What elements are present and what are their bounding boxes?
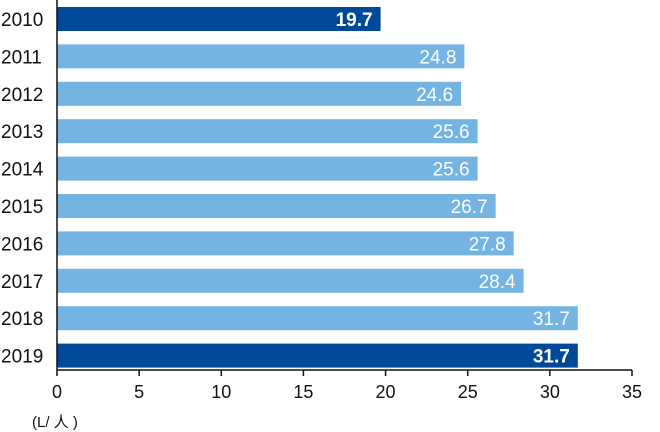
category-label-2014: 2014 xyxy=(1,160,44,181)
value-label-2011: 24.8 xyxy=(419,47,456,68)
x-tick-label-35: 35 xyxy=(622,382,642,402)
category-label-2018: 2018 xyxy=(1,309,43,330)
category-label-2019: 2019 xyxy=(1,347,43,368)
category-label-2015: 2015 xyxy=(1,197,43,218)
category-label-2013: 2013 xyxy=(1,122,43,143)
x-ticks-group: 0 5 10 15 20 25 30 35 xyxy=(52,370,642,402)
bar-2016 xyxy=(57,231,514,256)
x-tick-label-5: 5 xyxy=(134,382,144,402)
value-label-2016: 27.8 xyxy=(469,234,506,255)
value-label-2019: 31.7 xyxy=(533,347,570,368)
bar-2015 xyxy=(57,194,496,218)
value-labels-group: 19.7 24.8 24.6 25.6 25.6 26.7 27.8 28.4 31.7 31.7 xyxy=(336,10,570,368)
bar-2019 xyxy=(57,343,578,368)
category-label-2017: 2017 xyxy=(1,272,43,293)
category-labels-group: 2010 2011 2012 2013 2014 2015 2016 2017 2018 2019 xyxy=(1,10,44,368)
value-label-2013: 25.6 xyxy=(433,122,470,143)
bars-group xyxy=(57,7,578,368)
unit-label: (L/ 人 ) xyxy=(32,414,78,431)
bar-2018 xyxy=(57,306,578,331)
x-tick-label-30: 30 xyxy=(540,382,560,402)
bar-2010 xyxy=(57,7,381,31)
x-tick-label-25: 25 xyxy=(458,382,478,402)
category-label-2016: 2016 xyxy=(1,234,43,255)
bar-2017 xyxy=(57,268,524,293)
category-label-2012: 2012 xyxy=(1,85,43,106)
value-label-2017: 28.4 xyxy=(479,272,516,293)
x-tick-label-20: 20 xyxy=(376,382,396,402)
bar-2011 xyxy=(57,44,465,69)
x-tick-label-15: 15 xyxy=(293,382,313,402)
bar-2013 xyxy=(57,119,478,144)
value-label-2012: 24.6 xyxy=(416,85,453,106)
x-tick-label-10: 10 xyxy=(211,382,231,402)
bar-2012 xyxy=(57,81,462,106)
bar-2014 xyxy=(57,156,478,181)
axes-group xyxy=(56,0,632,371)
category-label-2011: 2011 xyxy=(1,47,42,68)
value-label-2015: 26.7 xyxy=(451,197,488,218)
value-label-2018: 31.7 xyxy=(533,309,570,330)
x-tick-label-0: 0 xyxy=(52,382,62,402)
category-label-2010: 2010 xyxy=(1,10,43,31)
value-label-2010: 19.7 xyxy=(336,10,373,31)
value-label-2014: 25.6 xyxy=(433,160,470,181)
